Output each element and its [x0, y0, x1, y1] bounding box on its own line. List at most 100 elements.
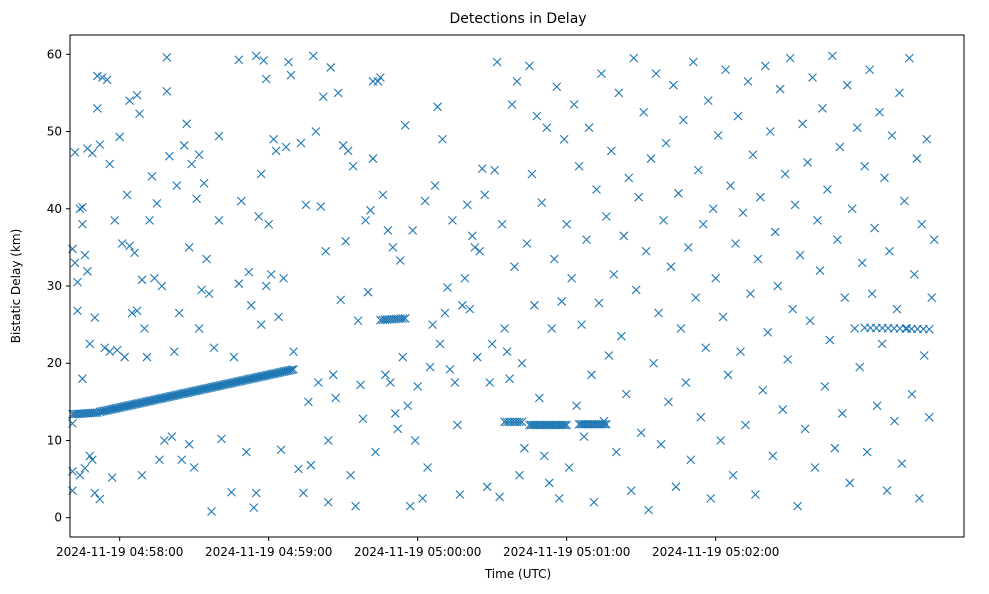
- detection-marker: [294, 464, 303, 474]
- detection-marker: [388, 242, 398, 252]
- detection-marker: [304, 397, 313, 407]
- detection-marker: [75, 470, 85, 480]
- detection-marker: [440, 308, 450, 318]
- detection-marker: [336, 295, 346, 305]
- detection-marker: [254, 212, 264, 221]
- detection-marker: [835, 142, 845, 152]
- detection-marker: [825, 335, 835, 345]
- detection-marker: [348, 161, 358, 171]
- detection-marker: [150, 273, 159, 283]
- detection-marker: [438, 134, 447, 144]
- detection-marker: [390, 409, 400, 418]
- detection-marker: [132, 306, 142, 316]
- detection-marker: [413, 382, 423, 391]
- detection-marker: [194, 324, 204, 333]
- detection-marker: [659, 215, 668, 225]
- detection-marker: [562, 420, 572, 430]
- detection-marker: [266, 270, 276, 279]
- detection-marker: [686, 455, 696, 465]
- detection-marker: [169, 347, 179, 357]
- detection-marker: [184, 242, 194, 252]
- detection-marker: [420, 196, 430, 206]
- detection-marker: [517, 417, 527, 427]
- detection-marker: [763, 327, 773, 337]
- detection-marker: [430, 181, 440, 190]
- detection-marker: [594, 298, 604, 308]
- detection-marker: [159, 436, 169, 445]
- detection-marker: [529, 300, 539, 310]
- detection-marker: [363, 287, 373, 297]
- detection-marker: [234, 279, 244, 289]
- detection-marker: [701, 343, 711, 353]
- x-axis: 2024-11-19 04:58:00 2024-11-19 04:59:00 20…: [56, 537, 779, 559]
- detection-marker: [110, 215, 120, 225]
- detection-marker: [929, 235, 939, 245]
- detection-marker: [803, 158, 812, 167]
- detection-marker: [227, 487, 236, 497]
- detection-marker: [582, 235, 591, 245]
- detection-marker: [331, 393, 341, 403]
- detection-marker: [107, 473, 117, 482]
- detection-marker: [214, 131, 224, 141]
- detection-marker: [346, 470, 356, 480]
- detection-marker: [70, 148, 80, 157]
- detection-marker: [765, 127, 775, 136]
- detection-marker: [259, 56, 269, 65]
- detection-marker: [683, 242, 693, 252]
- detection-marker: [842, 80, 852, 90]
- detection-marker: [323, 497, 333, 507]
- detection-marker: [664, 397, 673, 407]
- detection-marker: [145, 215, 154, 225]
- detection-marker: [674, 188, 683, 198]
- detection-marker: [197, 285, 207, 295]
- detection-marker: [624, 173, 634, 183]
- x-tick-label: 2024-11-19 04:59:00: [205, 545, 332, 559]
- detection-marker: [465, 304, 475, 314]
- detection-marker: [405, 501, 415, 511]
- detection-marker: [155, 455, 164, 465]
- detection-marker: [287, 365, 297, 375]
- x-tick-label: 2024-11-19 05:00:00: [354, 545, 481, 559]
- detection-marker: [558, 420, 568, 430]
- detection-marker: [380, 370, 390, 380]
- detection-marker: [112, 345, 122, 355]
- detection-marker: [703, 96, 713, 106]
- detection-marker: [872, 401, 882, 411]
- detection-marker: [688, 57, 698, 67]
- detection-marker: [696, 412, 706, 422]
- detection-marker: [671, 482, 681, 492]
- detection-marker: [95, 494, 105, 504]
- detection-marker: [892, 304, 902, 314]
- detection-marker: [748, 150, 758, 160]
- detection-marker: [274, 312, 283, 322]
- detection-marker: [371, 447, 380, 457]
- detection-marker: [602, 419, 611, 429]
- detection-marker: [316, 202, 326, 211]
- detection-marker: [85, 451, 95, 461]
- detection-marker: [587, 370, 596, 380]
- detection-marker: [721, 65, 730, 75]
- detection-marker: [636, 428, 646, 438]
- detection-marker: [204, 289, 214, 299]
- detection-marker: [589, 497, 599, 507]
- y-axis-label: Bistatic Delay (km): [9, 229, 23, 344]
- detection-marker: [778, 405, 788, 414]
- detection-marker: [542, 123, 552, 133]
- detection-marker: [353, 316, 363, 326]
- chart-title: Detections in Delay: [449, 11, 586, 27]
- detection-marker: [753, 254, 763, 264]
- detection-marker: [924, 412, 934, 422]
- detection-marker: [418, 493, 428, 503]
- detection-marker: [480, 190, 490, 200]
- detection-marker: [271, 146, 281, 156]
- detection-marker: [323, 436, 333, 445]
- detection-marker: [296, 138, 306, 148]
- detection-marker: [251, 488, 261, 498]
- detection-marker: [264, 219, 274, 229]
- detection-marker: [713, 131, 723, 140]
- detection-marker: [552, 82, 562, 92]
- detection-marker: [649, 358, 658, 368]
- detection-marker: [410, 436, 420, 445]
- detection-marker: [885, 246, 894, 256]
- detection-marker: [815, 266, 825, 275]
